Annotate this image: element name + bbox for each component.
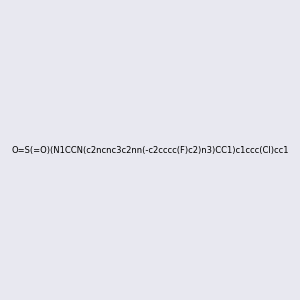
Text: O=S(=O)(N1CCN(c2ncnc3c2nn(-c2cccc(F)c2)n3)CC1)c1ccc(Cl)cc1: O=S(=O)(N1CCN(c2ncnc3c2nn(-c2cccc(F)c2)n…: [11, 146, 289, 154]
